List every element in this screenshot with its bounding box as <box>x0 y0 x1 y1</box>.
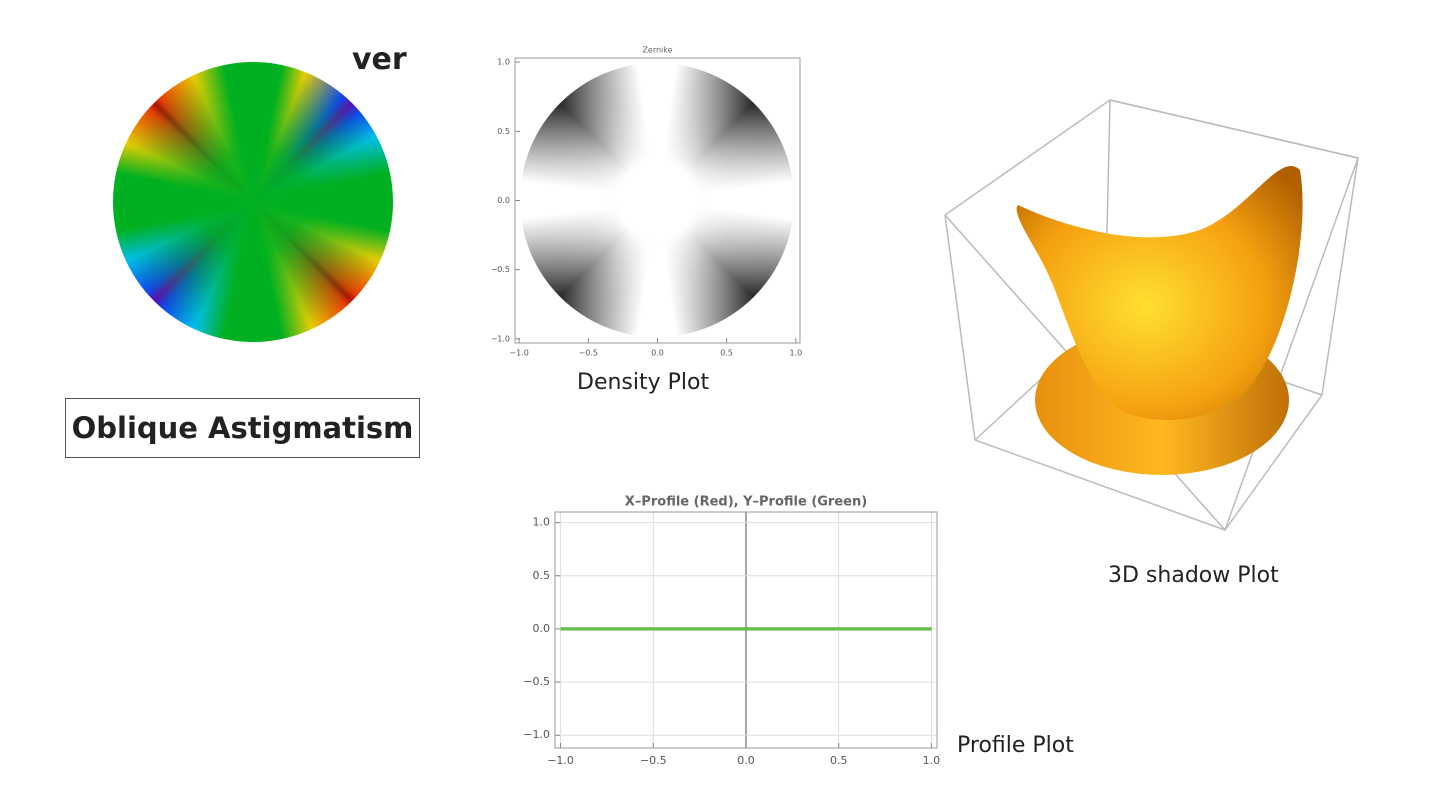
x-tick-label: −0.5 <box>579 349 598 358</box>
caption: Density Plot <box>577 370 710 395</box>
box-edge <box>1321 157 1359 396</box>
box-edge <box>1224 394 1323 531</box>
x-tick-label: −1.0 <box>547 754 574 767</box>
y-tick-label: 0.5 <box>497 127 510 136</box>
x-tick-label: 0.0 <box>737 754 755 767</box>
x-tick-label: 0.0 <box>651 349 664 358</box>
y-tick-label: 1.0 <box>497 58 510 67</box>
y-tick-label: 0.0 <box>533 622 551 635</box>
y-tick-label: −0.5 <box>491 265 510 274</box>
y-tick-label: 0.5 <box>533 569 551 582</box>
plot-title: Zernike <box>642 46 672 55</box>
plot: X–Profile (Red), Y–Profile (Green) −1.0 −0… <box>523 495 940 768</box>
label-box: Oblique Astigmatism <box>65 398 420 458</box>
y-tick-label: 1.0 <box>533 516 551 529</box>
3d-plot <box>944 99 1359 532</box>
plot-title: X–Profile (Red), Y–Profile (Green) <box>625 495 867 510</box>
y-tick-label: −1.0 <box>491 334 510 343</box>
y-tick-label: 0.0 <box>497 196 510 205</box>
x-tick-label: −0.5 <box>640 754 667 767</box>
y-tick-label: −1.0 <box>523 728 550 741</box>
plot-frame <box>554 511 938 749</box>
clipped-heading: ver <box>352 42 407 70</box>
x-tick-label: 0.5 <box>720 349 733 358</box>
x-tick-label: 1.0 <box>789 349 802 358</box>
x-tick-label: −1.0 <box>509 349 528 358</box>
x-tick-label: 0.5 <box>830 754 848 767</box>
box-edge <box>1109 99 1359 159</box>
plot: Zernike −1.0 −0.5 0.0 0.5 1.0 −1.0 −0.5 0.0 0.5 1.… <box>491 46 803 358</box>
plot-frame <box>514 57 801 344</box>
caption: Profile Plot <box>957 733 1074 758</box>
density-map <box>520 63 794 337</box>
box-edge <box>944 214 976 441</box>
saddle-surface <box>1016 165 1303 420</box>
caption: 3D shadow Plot <box>1108 563 1279 588</box>
y-tick-label: −0.5 <box>523 675 550 688</box>
astigmatism-map <box>113 62 393 342</box>
box-edge <box>974 439 1226 531</box>
x-tick-label: 1.0 <box>923 754 941 767</box>
